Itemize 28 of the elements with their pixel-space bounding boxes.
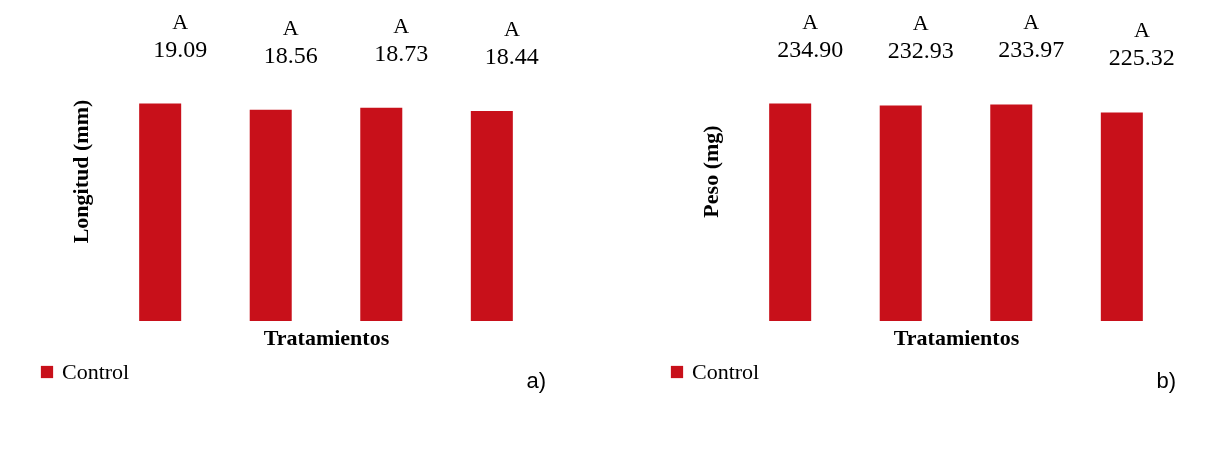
legend-label: Control bbox=[692, 359, 760, 384]
text: A bbox=[393, 12, 410, 38]
y-axis-title: Longitud (mm) bbox=[67, 99, 93, 244]
data-label: 18.73 bbox=[374, 39, 429, 66]
bar bbox=[879, 105, 922, 321]
x-axis-title: Tratamientos bbox=[263, 324, 390, 350]
x-axis-title: Tratamientos bbox=[893, 324, 1020, 350]
data-label: 225.32 bbox=[1108, 44, 1175, 71]
text: A bbox=[1133, 17, 1150, 43]
bar bbox=[990, 104, 1033, 321]
text: A bbox=[1023, 9, 1040, 35]
legend-label: Control bbox=[62, 359, 130, 384]
text: A bbox=[172, 8, 189, 34]
text: A bbox=[503, 16, 520, 42]
bar bbox=[1100, 112, 1143, 321]
data-label: 232.93 bbox=[887, 37, 954, 64]
text: a) bbox=[526, 368, 546, 393]
y-axis-title: Peso (mg) bbox=[697, 125, 723, 218]
data-label: 233.97 bbox=[998, 36, 1065, 63]
bar bbox=[769, 103, 812, 321]
data-label: 234.90 bbox=[777, 35, 844, 62]
text: A bbox=[912, 10, 929, 36]
text: A bbox=[802, 8, 819, 34]
text: b) bbox=[1156, 368, 1176, 393]
data-label: 18.56 bbox=[263, 41, 318, 68]
text: A bbox=[282, 14, 299, 40]
data-label: 18.44 bbox=[484, 43, 539, 70]
data-label: 19.09 bbox=[153, 35, 208, 62]
